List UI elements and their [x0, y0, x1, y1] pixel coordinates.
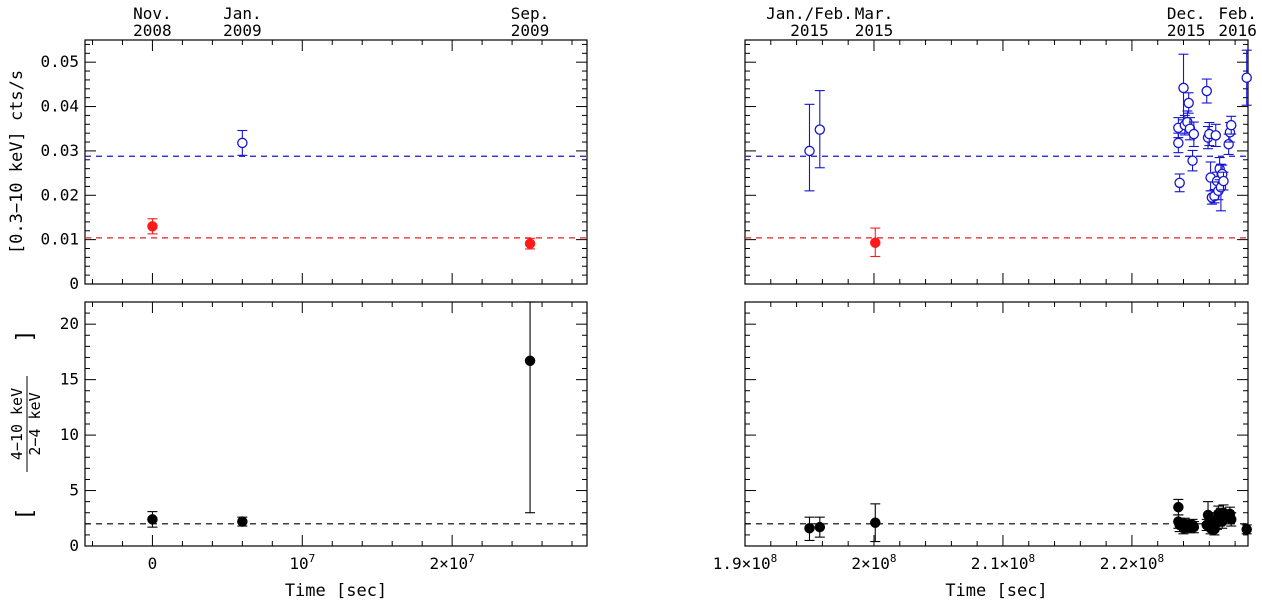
- y-tick-label: 0.02: [40, 185, 79, 204]
- epoch-label-year: 2009: [223, 21, 262, 40]
- data-point-open: [1210, 130, 1222, 141]
- x-tick-label: 1.9×108: [713, 552, 777, 573]
- plot-frame: [744, 301, 1249, 547]
- data-point: [814, 521, 826, 533]
- data-point: [147, 514, 158, 525]
- data-point: [870, 237, 881, 248]
- epoch-label-month: Dec.: [1167, 4, 1206, 23]
- data-point-open: [1174, 177, 1185, 189]
- data-point: [1173, 501, 1184, 513]
- y-tick-label: 0.04: [40, 97, 79, 116]
- epoch-label-year: 2015: [790, 21, 829, 40]
- epoch-label-year: 2015: [855, 21, 894, 40]
- y-label-bracket-close: ]: [13, 329, 38, 342]
- plot-frame: [84, 39, 588, 285]
- x-tick-exponent: 8: [890, 552, 897, 565]
- x-tick-base: 2.2×10: [1100, 554, 1158, 573]
- epoch-label-year: 2008: [133, 21, 172, 40]
- data-point: [1225, 514, 1237, 525]
- x-tick-exponent: 8: [771, 552, 778, 565]
- y-label-numerator: 4−10 keV: [8, 388, 26, 460]
- x-tick-base: 1.9×10: [713, 554, 771, 573]
- data-point: [524, 238, 536, 249]
- x-tick-label: 2×108: [851, 552, 896, 573]
- data-point: [804, 523, 815, 534]
- x-tick-exponent: 7: [309, 552, 316, 565]
- y-tick-label: 10: [60, 425, 79, 444]
- data-point: [147, 221, 158, 232]
- panel-top-left: 00.010.020.030.040.05Nov.2008Jan.2009Sep…: [7, 4, 588, 293]
- y-label-bracket-open: [: [13, 507, 38, 520]
- data-point: [1241, 524, 1252, 535]
- data-point: [870, 517, 881, 528]
- data-point-open: [1187, 155, 1198, 166]
- x-tick-label: 2.2×108: [1100, 552, 1164, 573]
- data-point-open: [1178, 82, 1189, 94]
- data-point-open: [1173, 137, 1184, 149]
- x-tick-label: 107: [289, 552, 315, 573]
- data-point-open: [1188, 128, 1200, 140]
- y-tick-label: 0.01: [40, 230, 79, 249]
- y-tick-label: 0: [69, 536, 79, 555]
- data-point-open: [1223, 139, 1234, 150]
- y-tick-label: 0: [69, 274, 79, 293]
- plot-frame: [744, 39, 1249, 285]
- x-tick-base: 2×10: [430, 554, 469, 573]
- epoch-label-month: Mar.: [855, 4, 894, 23]
- data-point: [237, 516, 248, 527]
- x-tick-exponent: 7: [468, 552, 475, 565]
- epoch-label-month: Sep.: [511, 4, 550, 23]
- epoch-label-year: 2009: [511, 21, 550, 40]
- x-tick-base: 2×10: [851, 554, 890, 573]
- data-point-open: [814, 124, 826, 135]
- data-point-open: [1218, 175, 1229, 187]
- data-point-open: [1201, 85, 1212, 97]
- x-tick-label: 2×107: [430, 552, 475, 573]
- x-axis-label: Time [sec]: [945, 581, 1047, 601]
- y-tick-label: 15: [60, 370, 79, 389]
- data-point: [524, 355, 536, 367]
- data-point: [1188, 521, 1200, 533]
- x-tick-base: 0: [148, 554, 158, 573]
- y-tick-label: 5: [69, 481, 79, 500]
- data-point-open: [1225, 119, 1237, 131]
- data-point-open: [804, 145, 815, 157]
- x-tick-exponent: 8: [1029, 552, 1036, 565]
- y-label-denominator: 2−4 keV: [26, 392, 44, 455]
- epoch-label-month: Feb.: [1218, 4, 1257, 23]
- x-tick-label: 2.1×108: [971, 552, 1035, 573]
- data-point-open: [1183, 97, 1194, 109]
- x-tick-label: 0: [148, 554, 158, 573]
- y-tick-label: 0.05: [40, 52, 79, 71]
- x-tick-base: 10: [289, 554, 308, 573]
- data-point-open: [1241, 72, 1252, 83]
- x-axis-label: Time [sec]: [285, 581, 387, 601]
- y-axis-label: [0.3−10 keV] cts/s: [7, 70, 27, 254]
- epoch-label-year: 2015: [1167, 21, 1206, 40]
- epoch-label-month: Jan.: [223, 4, 262, 23]
- plot-frame: [84, 301, 588, 547]
- data-point-open: [237, 137, 248, 149]
- epoch-label-month: Jan./Feb.: [766, 4, 853, 23]
- epoch-label-year: 2016: [1218, 21, 1257, 40]
- y-tick-label: 20: [60, 314, 79, 333]
- x-tick-exponent: 8: [1158, 552, 1165, 565]
- x-tick-base: 2.1×10: [971, 554, 1029, 573]
- y-axis-label-ratio: [4−10 keV 2−4 keV]: [8, 329, 44, 520]
- epoch-label-month: Nov.: [133, 4, 172, 23]
- y-tick-label: 0.03: [40, 141, 79, 160]
